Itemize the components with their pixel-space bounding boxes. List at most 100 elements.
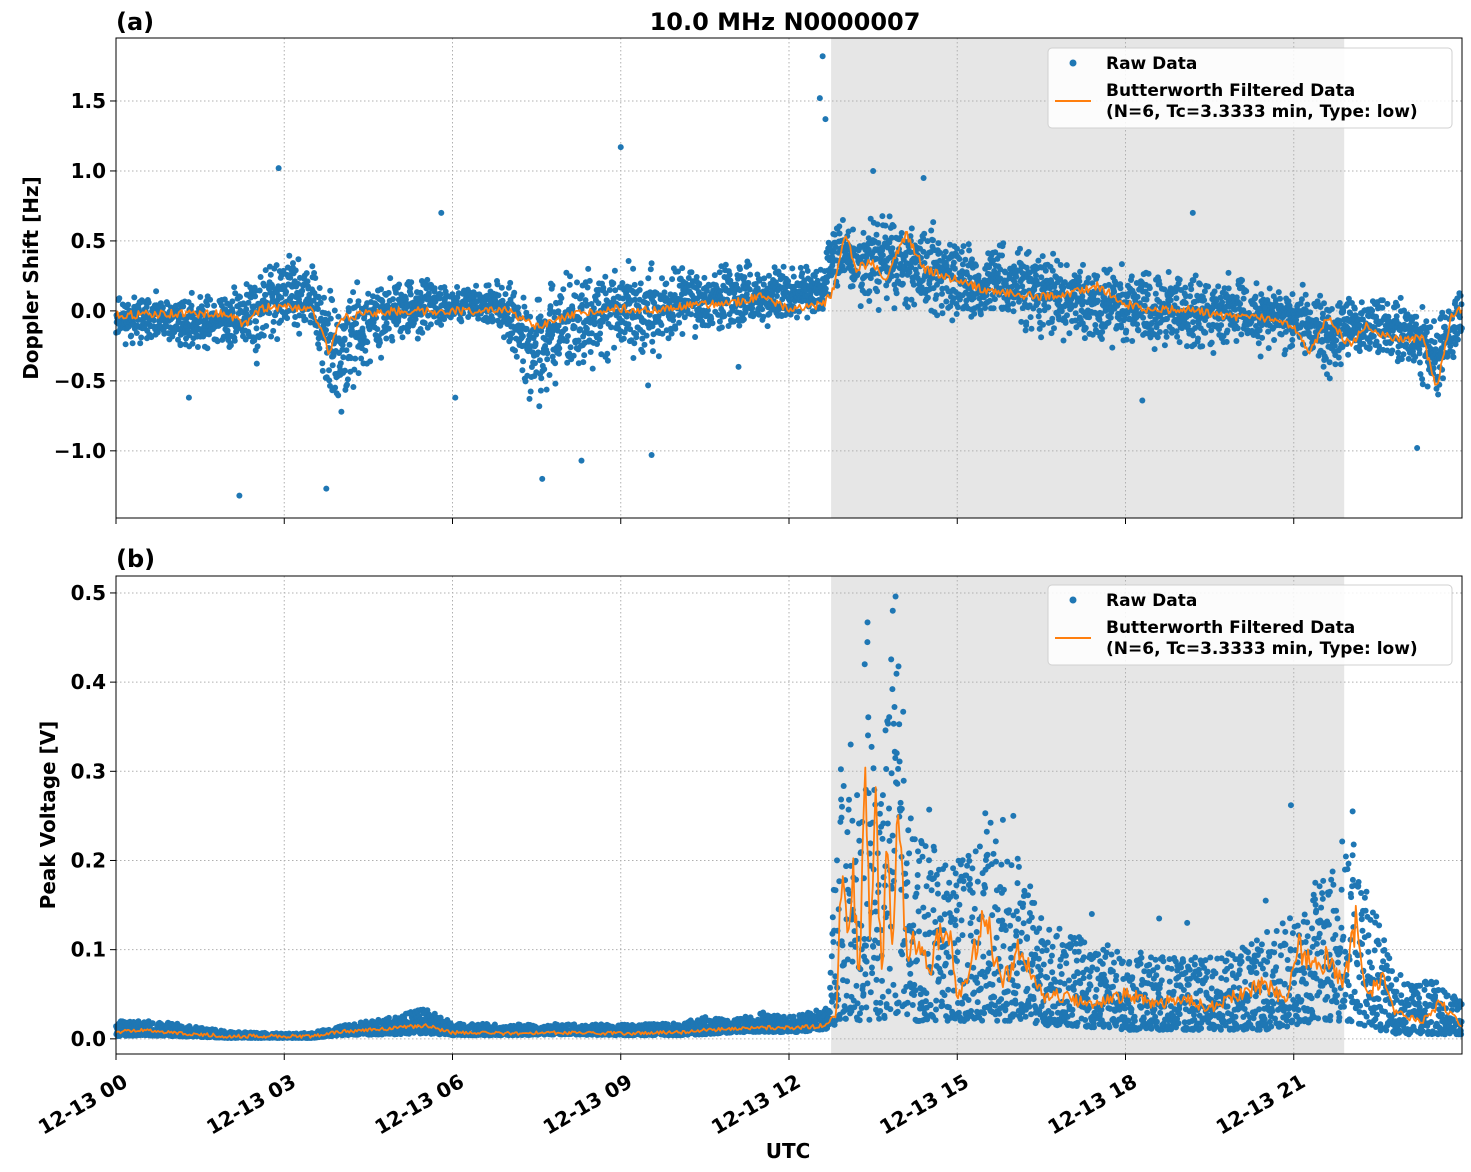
raw-data-point (207, 296, 214, 303)
raw-data-point (526, 395, 533, 402)
raw-data-point (1139, 397, 1146, 404)
raw-data-point (552, 380, 559, 387)
raw-data-point (560, 286, 567, 293)
raw-data-point (522, 378, 529, 385)
raw-data-point (1234, 325, 1241, 332)
raw-data-point (327, 315, 334, 322)
raw-data-point (341, 367, 348, 374)
raw-data-point (1134, 321, 1141, 328)
raw-data-point (1106, 266, 1113, 273)
raw-data-point (950, 259, 957, 266)
raw-data-point (338, 408, 345, 415)
raw-data-point (1135, 327, 1142, 334)
raw-data-point (819, 53, 826, 60)
raw-data-point (904, 304, 911, 310)
raw-data-point (1302, 291, 1309, 298)
raw-data-point (1384, 300, 1391, 307)
raw-data-point (374, 326, 381, 333)
raw-data-point (804, 267, 811, 274)
raw-data-point (1173, 295, 1180, 302)
raw-data-point (1145, 270, 1152, 277)
raw-data-point (295, 256, 302, 263)
raw-data-point (314, 306, 321, 312)
raw-data-point (1351, 305, 1358, 312)
raw-data-point (746, 262, 753, 268)
raw-data-point (1328, 306, 1335, 312)
raw-data-point (645, 382, 652, 389)
raw-data-point (1042, 267, 1049, 274)
raw-data-point (389, 337, 396, 344)
raw-data-point (321, 294, 327, 301)
raw-data-point (943, 298, 950, 305)
raw-data-point (285, 307, 292, 314)
raw-data-point (953, 311, 960, 317)
raw-data-point (977, 311, 984, 318)
raw-data-point (1098, 336, 1105, 342)
raw-data-point (1320, 363, 1327, 370)
raw-data-point (358, 355, 365, 362)
raw-data-point (290, 260, 296, 267)
raw-data-point (441, 316, 448, 323)
raw-data-point (1289, 291, 1296, 298)
raw-data-point (1289, 337, 1296, 343)
raw-data-point (1326, 375, 1333, 382)
raw-data-point (1321, 300, 1327, 307)
raw-data-point (625, 258, 632, 264)
raw-data-point (890, 223, 897, 230)
raw-data-point (1238, 331, 1245, 338)
raw-data-point (355, 298, 362, 305)
raw-data-point (1013, 273, 1020, 280)
raw-data-point (1038, 334, 1045, 341)
raw-data-point (595, 300, 602, 307)
raw-data-point (1240, 295, 1247, 302)
raw-data-point (1259, 334, 1266, 341)
raw-data-point (875, 307, 882, 313)
raw-data-point (1033, 272, 1039, 279)
raw-data-point (519, 333, 526, 340)
raw-data-point (822, 116, 829, 123)
raw-data-point (1423, 318, 1430, 325)
raw-data-point (1156, 329, 1163, 335)
raw-data-point (1275, 289, 1282, 296)
raw-data-point (378, 286, 384, 293)
raw-data-point (1345, 351, 1352, 358)
raw-data-point (385, 325, 392, 332)
raw-data-point (273, 262, 280, 269)
raw-data-point (1017, 245, 1023, 252)
raw-data-point (214, 338, 221, 345)
raw-data-point (1211, 288, 1218, 295)
raw-data-point (387, 275, 394, 282)
raw-data-point (650, 348, 656, 355)
raw-data-point (489, 316, 496, 323)
legend-filtered-params-a: (N=6, Tc=3.3333 min, Type: low) (1106, 102, 1418, 122)
raw-data-point (408, 279, 415, 286)
raw-data-point (188, 289, 195, 296)
raw-data-point (574, 279, 580, 286)
raw-data-point (639, 349, 646, 355)
raw-data-point (563, 338, 570, 344)
raw-data-point (740, 316, 747, 323)
raw-data-point (1144, 291, 1151, 298)
raw-data-point (581, 352, 588, 359)
raw-data-point (1063, 262, 1070, 269)
raw-data-point (345, 308, 352, 315)
raw-data-point (304, 278, 311, 285)
chart-title: 10.0 MHz N0000007 (650, 8, 921, 36)
raw-data-point (373, 314, 380, 321)
raw-data-point (194, 344, 201, 350)
raw-data-point (773, 293, 780, 299)
raw-data-point (679, 265, 686, 272)
raw-data-point (547, 303, 554, 310)
raw-data-point (648, 260, 655, 267)
raw-data-point (1080, 261, 1086, 268)
raw-data-point (260, 332, 267, 339)
raw-data-point (716, 269, 723, 276)
raw-data-point (256, 287, 263, 294)
raw-data-point (1050, 250, 1057, 257)
raw-data-point (911, 301, 918, 308)
raw-data-point (971, 310, 978, 317)
raw-data-point (1165, 269, 1172, 275)
raw-data-point (254, 343, 261, 350)
raw-data-point (672, 325, 679, 332)
